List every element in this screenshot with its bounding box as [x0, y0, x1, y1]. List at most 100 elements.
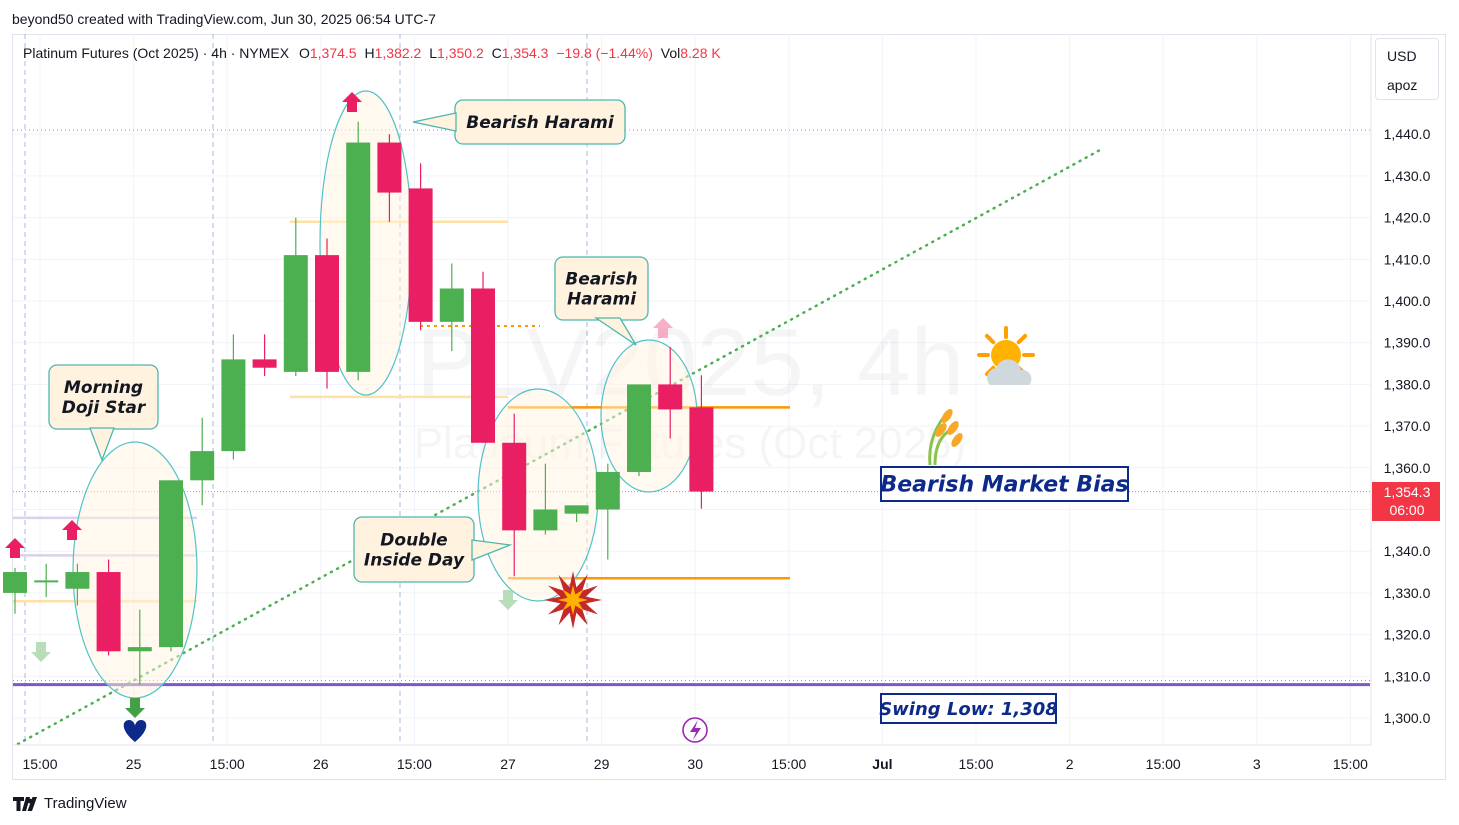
- wheat-grain: [951, 433, 963, 447]
- time-tick-label: 15:00: [22, 756, 57, 772]
- callout-tail: [412, 112, 457, 132]
- price-tick-label: 1,390.0: [1384, 335, 1431, 351]
- candle-body: [502, 442, 527, 531]
- candle: [689, 375, 714, 509]
- time-tick-label: 15:00: [210, 756, 245, 772]
- time-tick-label: 15:00: [1146, 756, 1181, 772]
- sun-ray: [984, 333, 996, 345]
- candle: [190, 417, 215, 506]
- candle-body: [252, 359, 277, 368]
- time-tick-label: 15:00: [1333, 756, 1368, 772]
- candle: [96, 559, 121, 656]
- down-arrow-icon: [31, 642, 51, 662]
- label-text: Bearish Market Bias: [880, 473, 1128, 498]
- candle: [533, 463, 558, 535]
- time-tick-label: 27: [500, 756, 516, 772]
- candle: [439, 263, 464, 352]
- legend-low-label: L: [429, 45, 438, 61]
- currency-unit-button[interactable]: USD apoz: [1375, 38, 1439, 100]
- candle: [315, 238, 339, 389]
- price-tag-bg: [1372, 482, 1440, 521]
- candle: [627, 384, 651, 477]
- candle: [471, 271, 495, 443]
- price-tag-value: 1,354.3: [1384, 484, 1431, 500]
- callout-text: Bearish Harami: [466, 113, 615, 133]
- candle-body: [408, 188, 433, 322]
- up-arrow-icon: [342, 92, 362, 112]
- callout-text: Doji Star: [62, 398, 147, 418]
- candles: [3, 121, 714, 685]
- up-arrow-icon: [5, 538, 25, 558]
- swing-low-label: Swing Low: 1,308: [879, 693, 1058, 724]
- cloud-shape: [987, 359, 1032, 385]
- price-tag-countdown: 06:00: [1389, 502, 1424, 518]
- candle: [658, 346, 683, 439]
- price-tick-label: 1,400.0: [1384, 293, 1431, 309]
- label-box: [880, 693, 1057, 724]
- candle-body: [346, 142, 371, 372]
- symbol-legend: Platinum Futures (Oct 2025) · 4h · NYMEX…: [23, 45, 721, 61]
- candle-body: [283, 255, 308, 372]
- price-tick-label: 1,330.0: [1384, 585, 1431, 601]
- chart-frame: [12, 34, 1446, 780]
- candle: [377, 134, 402, 222]
- legend-high: 1,382.2: [374, 45, 422, 61]
- candle-body: [377, 142, 402, 193]
- candle: [408, 163, 433, 331]
- author-line: beyond50 created with TradingView.com, J…: [12, 11, 436, 27]
- candle: [65, 563, 90, 606]
- price-tick-label: 1,380.0: [1384, 376, 1431, 392]
- candle-body: [689, 407, 714, 492]
- legend-close: 1,354.3: [501, 45, 549, 61]
- time-tick-label: 15:00: [771, 756, 806, 772]
- candle: [502, 413, 527, 577]
- sun-cloud-icon: [977, 326, 1035, 385]
- time-axis: 15:00 25 15:00 26 15:00 27 29 30 15:00 Jul 15:00 2 1…: [13, 744, 1371, 772]
- candle: [159, 480, 183, 652]
- lightning-bolt: [690, 720, 701, 740]
- down-arrow-icon: [498, 590, 518, 610]
- current-price-tag: 1,354.3 06:00: [1372, 482, 1440, 521]
- candle-body: [96, 572, 121, 652]
- price-tick-label: 1,440.0: [1384, 126, 1431, 142]
- legend-low: 1,350.2: [437, 45, 484, 61]
- price-tick-label: 1,340.0: [1384, 543, 1431, 559]
- candle-body: [190, 451, 215, 481]
- candle-body: [471, 288, 495, 443]
- price-tick-label: 1,430.0: [1384, 168, 1431, 184]
- price-tick-label: 1,300.0: [1384, 710, 1431, 726]
- candle: [595, 463, 620, 560]
- wheat-grain: [947, 421, 959, 435]
- candle: [283, 217, 308, 377]
- currency-label: USD: [1387, 48, 1417, 64]
- label-text: Swing Low: 1,308: [879, 699, 1058, 720]
- lightning-icon: [682, 717, 708, 743]
- callout-text: Inside Day: [364, 551, 465, 571]
- candle-body: [221, 359, 246, 452]
- markers: [5, 92, 1035, 743]
- legend-high-label: H: [364, 45, 375, 61]
- candle: [3, 567, 27, 614]
- time-tick-label: 3: [1253, 756, 1261, 772]
- candle-body: [627, 384, 651, 472]
- legend-vol: 8.28 K: [680, 45, 721, 61]
- candle-body: [533, 509, 558, 531]
- candle: [221, 334, 246, 460]
- tradingview-logo[interactable]: TradingView: [13, 795, 127, 812]
- candle: [34, 563, 59, 598]
- callout-text: Morning: [64, 378, 143, 398]
- candle-body: [65, 572, 90, 589]
- time-tick-label: 30: [687, 756, 703, 772]
- time-tick-label: 2: [1066, 756, 1074, 772]
- time-tick-label: 15:00: [958, 756, 993, 772]
- price-tick-label: 1,360.0: [1384, 460, 1431, 476]
- legend-open: 1,374.5: [309, 45, 357, 61]
- callout-text: Double: [380, 531, 447, 551]
- up-arrow-icon: [62, 520, 82, 540]
- heart-icon: [123, 720, 147, 742]
- callout-tail: [89, 427, 115, 462]
